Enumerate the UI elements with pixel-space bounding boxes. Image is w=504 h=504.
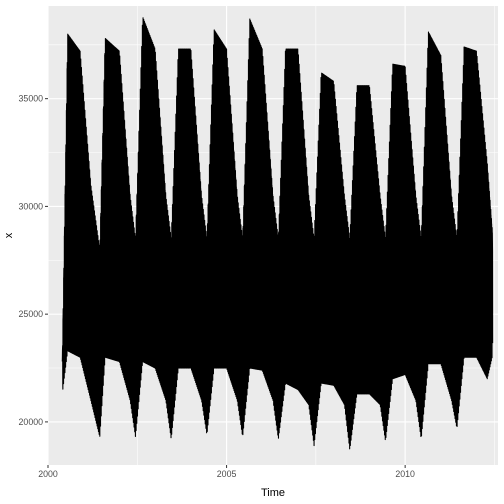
series-line — [61, 17, 494, 450]
x-tick-label: 2000 — [38, 469, 58, 479]
x-axis-title: Time — [261, 487, 285, 499]
axes: 2000 2005 2010 20000 25000 30000 35000 — [19, 94, 415, 479]
y-axis-title: x — [3, 232, 15, 238]
y-tick-label: 25000 — [19, 309, 44, 319]
data-layer — [61, 17, 494, 450]
y-tick-label: 35000 — [19, 94, 44, 104]
x-tick-label: 2005 — [217, 469, 237, 479]
y-tick-label: 20000 — [19, 417, 44, 427]
y-tick-label: 30000 — [19, 201, 44, 211]
x-tick-label: 2010 — [395, 469, 415, 479]
